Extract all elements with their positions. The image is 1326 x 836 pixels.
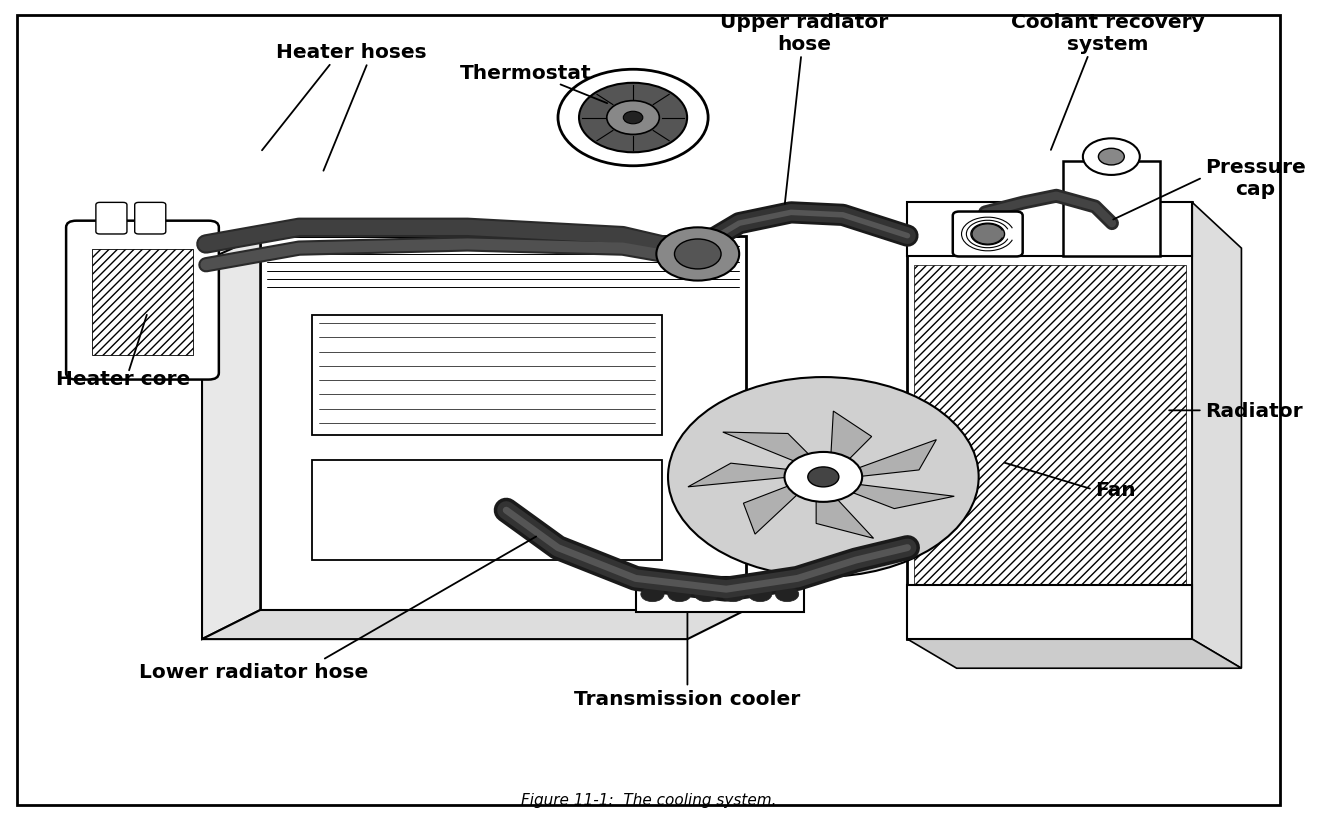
Polygon shape bbox=[202, 237, 260, 640]
Circle shape bbox=[558, 70, 708, 166]
Circle shape bbox=[607, 101, 659, 135]
Polygon shape bbox=[688, 464, 794, 487]
Circle shape bbox=[668, 587, 691, 602]
Circle shape bbox=[748, 587, 772, 602]
Bar bbox=[312, 461, 662, 560]
Circle shape bbox=[785, 452, 862, 502]
Polygon shape bbox=[1192, 203, 1241, 669]
Text: Fan: Fan bbox=[1095, 481, 1136, 499]
FancyBboxPatch shape bbox=[95, 203, 127, 235]
Polygon shape bbox=[853, 440, 936, 477]
Text: Lower radiator hose: Lower radiator hose bbox=[139, 662, 369, 681]
Circle shape bbox=[1098, 149, 1124, 166]
Polygon shape bbox=[202, 610, 745, 640]
Circle shape bbox=[808, 467, 839, 487]
Polygon shape bbox=[744, 484, 804, 534]
Bar bbox=[907, 203, 1192, 640]
Circle shape bbox=[675, 240, 721, 269]
Circle shape bbox=[695, 587, 717, 602]
Bar bbox=[907, 203, 1192, 257]
Bar bbox=[914, 266, 1185, 585]
Polygon shape bbox=[260, 237, 745, 610]
Polygon shape bbox=[815, 492, 874, 538]
Polygon shape bbox=[907, 640, 1241, 669]
Text: Upper radiator
hose: Upper radiator hose bbox=[720, 13, 888, 54]
Polygon shape bbox=[723, 432, 815, 465]
Bar bbox=[312, 315, 662, 436]
Circle shape bbox=[776, 587, 798, 602]
Text: Coolant recovery
system: Coolant recovery system bbox=[1012, 13, 1205, 54]
Circle shape bbox=[579, 84, 687, 153]
Text: Radiator: Radiator bbox=[1205, 401, 1303, 421]
Text: Heater hoses: Heater hoses bbox=[276, 43, 426, 62]
Text: Figure 11-1:  The cooling system.: Figure 11-1: The cooling system. bbox=[521, 793, 776, 808]
FancyBboxPatch shape bbox=[135, 203, 166, 235]
Circle shape bbox=[656, 228, 739, 281]
FancyBboxPatch shape bbox=[953, 212, 1022, 257]
Bar bbox=[1063, 161, 1160, 257]
Circle shape bbox=[1083, 139, 1140, 176]
Text: Transmission cooler: Transmission cooler bbox=[574, 689, 801, 708]
Text: Heater core: Heater core bbox=[56, 370, 190, 389]
Bar bbox=[635, 577, 804, 612]
Bar bbox=[91, 250, 194, 355]
Circle shape bbox=[640, 587, 664, 602]
Text: Thermostat: Thermostat bbox=[460, 64, 591, 83]
Text: Pressure
cap: Pressure cap bbox=[1205, 158, 1306, 199]
Circle shape bbox=[971, 224, 1005, 246]
Polygon shape bbox=[843, 484, 955, 509]
Polygon shape bbox=[830, 411, 871, 465]
Bar bbox=[907, 585, 1192, 640]
FancyBboxPatch shape bbox=[66, 222, 219, 380]
Circle shape bbox=[721, 587, 745, 602]
Circle shape bbox=[668, 378, 979, 577]
Circle shape bbox=[623, 112, 643, 125]
